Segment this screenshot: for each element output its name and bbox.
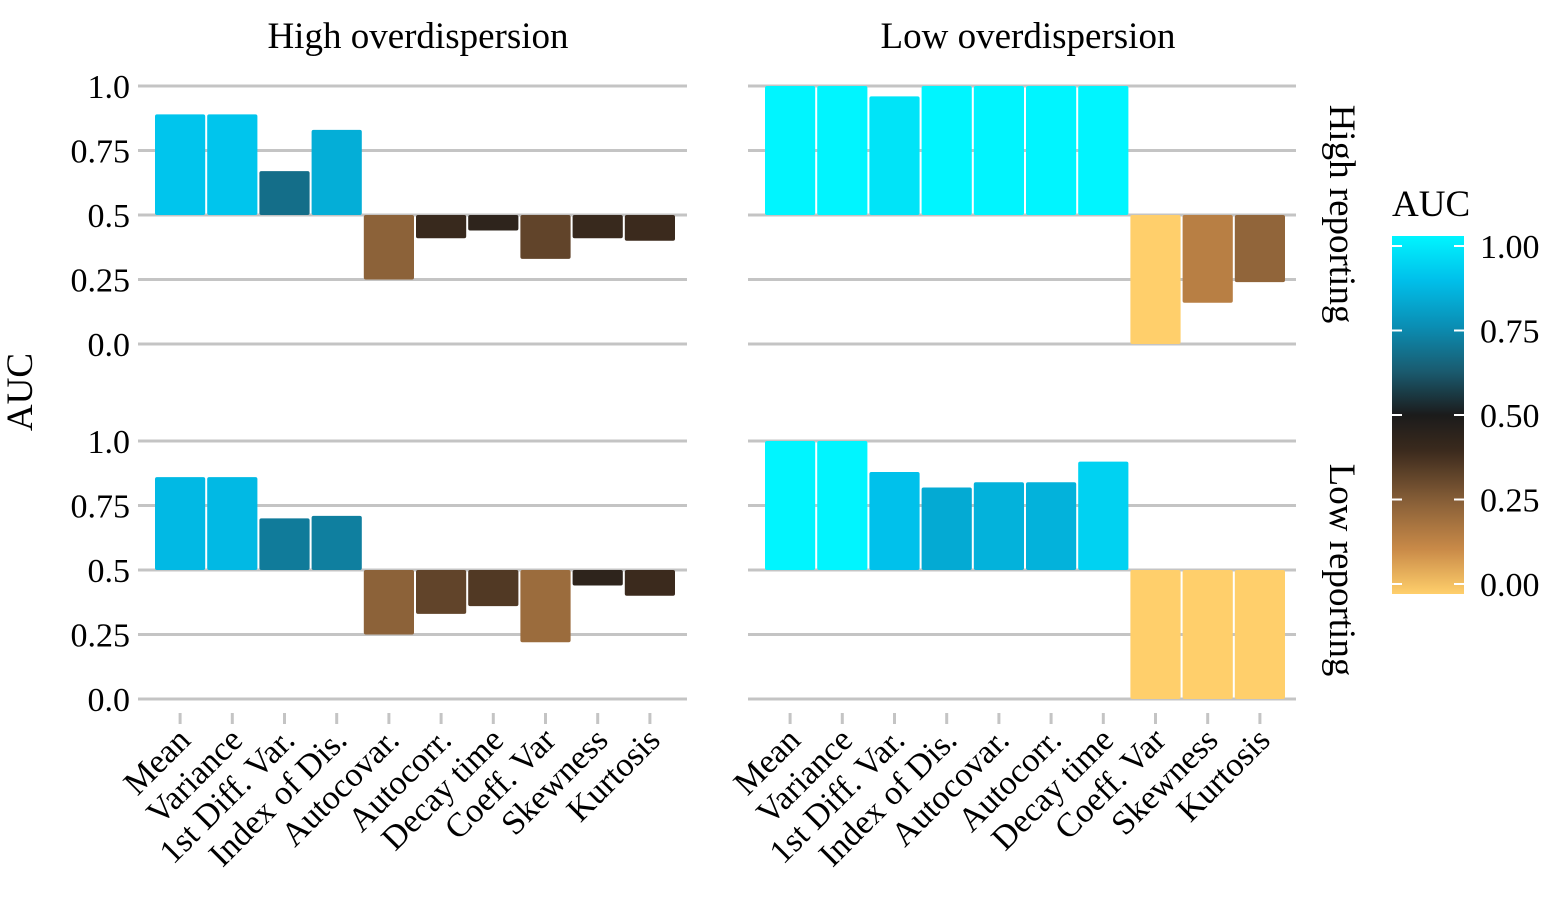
y-tick-label: 0.25 — [71, 618, 131, 655]
bar-index-of-dis — [311, 515, 362, 570]
y-tick-label: 0.75 — [71, 134, 131, 171]
bars-layer — [155, 86, 1285, 699]
bar-variance — [817, 441, 868, 570]
bar-1st-diff-var — [869, 96, 920, 215]
bar-coeff-var — [520, 215, 571, 259]
y-tick-label: 1.0 — [88, 424, 131, 461]
bar-autocovar — [973, 482, 1024, 570]
bar-autocorr — [1026, 86, 1077, 215]
bar-coeff-var — [1130, 570, 1181, 699]
legend-ticks: 1.00 0.75 0.50 0.25 0.00 — [1392, 229, 1540, 604]
col-facet-title-low-overdispersion: Low overdispersion — [881, 16, 1176, 57]
bar-decay-time — [468, 215, 519, 231]
bar-1st-diff-var — [869, 471, 920, 570]
row-facet-title-low-reporting: Low reporting — [1321, 464, 1362, 677]
bar-autocorr — [416, 570, 467, 614]
bar-kurtosis — [1234, 215, 1285, 283]
y-tick-label: 0.25 — [71, 263, 131, 300]
bar-autocovar — [973, 86, 1024, 215]
y-axis-title: AUC — [0, 353, 41, 431]
bar-skewness — [1182, 570, 1233, 699]
bar-autocovar — [363, 215, 414, 280]
bar-coeff-var — [1130, 215, 1181, 344]
bar-index-of-dis — [921, 487, 972, 570]
legend-tick-label: 0.50 — [1480, 398, 1540, 435]
bar-mean — [765, 86, 816, 215]
bar-autocovar — [363, 570, 414, 635]
legend-tick-label: 1.00 — [1480, 229, 1540, 266]
legend-tick-label: 0.75 — [1480, 314, 1540, 351]
bar-1st-diff-var — [259, 518, 310, 570]
legend-tick-label: 0.00 — [1480, 567, 1540, 604]
bar-mean — [765, 441, 816, 570]
bar-mean — [155, 477, 206, 570]
bar-mean — [155, 114, 206, 215]
bar-kurtosis — [1234, 570, 1285, 699]
bar-index-of-dis — [311, 129, 362, 215]
legend-tick-label: 0.25 — [1480, 483, 1540, 520]
y-tick-label: 0.0 — [88, 682, 131, 719]
bar-kurtosis — [624, 215, 675, 241]
col-facet-title-high-overdispersion: High overdispersion — [267, 16, 568, 57]
bar-skewness — [572, 570, 623, 586]
bar-variance — [207, 114, 258, 215]
legend-title: AUC — [1392, 184, 1470, 225]
bar-variance — [207, 477, 258, 570]
bar-skewness — [572, 215, 623, 239]
legend-colorbar — [1392, 236, 1464, 594]
bar-decay-time — [1078, 461, 1129, 570]
bar-index-of-dis — [921, 86, 972, 215]
bar-1st-diff-var — [259, 171, 310, 215]
bar-decay-time — [1078, 86, 1129, 215]
y-tick-label: 0.0 — [88, 327, 131, 364]
bar-skewness — [1182, 215, 1233, 303]
y-tick-label: 0.5 — [88, 198, 131, 235]
row-facet-title-high-reporting: High reporting — [1321, 105, 1362, 324]
bar-autocorr — [416, 215, 467, 239]
bar-kurtosis — [624, 570, 675, 596]
y-tick-label: 0.5 — [88, 553, 131, 590]
bar-variance — [817, 86, 868, 215]
y-tick-label: 0.75 — [71, 489, 131, 526]
bar-coeff-var — [520, 570, 571, 643]
legend: AUC 1.00 0.75 0.50 0.25 0.00 — [1392, 184, 1540, 604]
bar-decay-time — [468, 570, 519, 607]
bar-autocorr — [1026, 482, 1077, 570]
y-tick-label: 1.0 — [88, 69, 131, 106]
